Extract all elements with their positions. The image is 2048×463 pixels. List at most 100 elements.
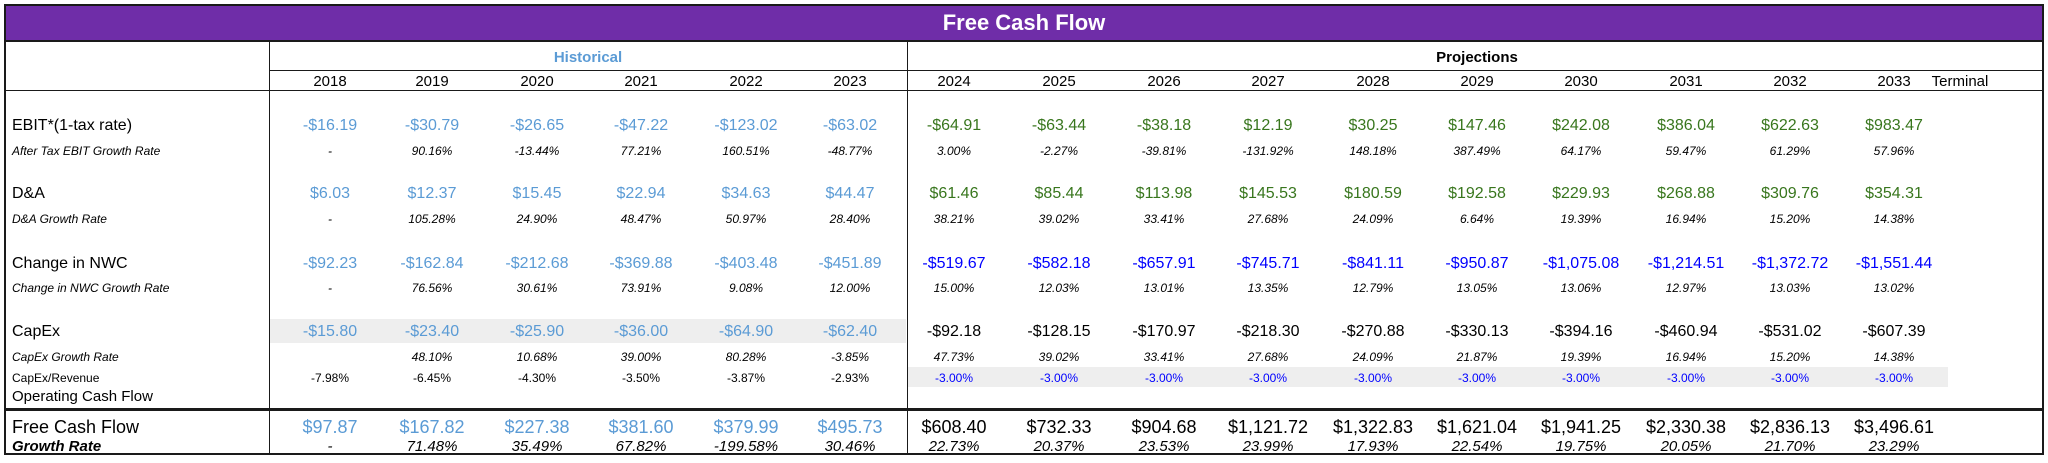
- cell-growth-rate-2033: 23.29%: [1868, 437, 1920, 455]
- cell-capex-2029: -$330.13: [1445, 323, 1509, 340]
- cell-growth-rate-2030: 19.75%: [1555, 437, 1607, 455]
- cell-change-in-nwc-2023: -$451.89: [818, 255, 882, 272]
- cell-capex-revenue-2031: -3.00%: [1666, 371, 1706, 385]
- cell-capex-growth-rate-2022: 80.28%: [725, 350, 767, 364]
- year-header-top-line: [269, 70, 2042, 71]
- cell-capex-2023: -$62.40: [822, 323, 878, 340]
- cell-free-cash-flow-2029: $1,621.04: [1436, 417, 1518, 437]
- cell-d-a-2023: $44.47: [825, 185, 875, 202]
- cell-capex-2033: -$607.39: [1862, 323, 1926, 340]
- cell-ebit-1-tax-rate-2024: -$64.91: [926, 117, 982, 134]
- spreadsheet: Free Cash Flow Historical Projections 2018…: [4, 4, 2044, 455]
- year-header-2020: 2020: [520, 72, 554, 90]
- cell-free-cash-flow-2027: $1,121.72: [1227, 417, 1309, 437]
- cell-capex-revenue-2023: -2.93%: [830, 371, 870, 385]
- cell-capex-growth-rate-2027: 27.68%: [1247, 350, 1289, 364]
- cell-ebit-1-tax-rate-2021: -$47.22: [613, 117, 669, 134]
- cell-d-a-growth-rate-2019: 105.28%: [408, 212, 456, 226]
- cell-d-a-growth-rate-2030: 19.39%: [1560, 212, 1602, 226]
- capex-revenue-projection-shade: [908, 367, 1948, 387]
- cell-change-in-nwc-2033: -$1,551.44: [1855, 255, 1933, 272]
- cell-d-a-2029: $192.58: [1448, 185, 1506, 202]
- cell-ebit-1-tax-rate-2028: $30.25: [1348, 117, 1398, 134]
- cell-capex-growth-rate-2021: 39.00%: [620, 350, 662, 364]
- year-header-2027: 2027: [1251, 72, 1285, 90]
- cell-d-a-2028: $180.59: [1344, 185, 1402, 202]
- year-header-2024: 2024: [937, 72, 971, 90]
- cell-change-in-nwc-2029: -$950.87: [1445, 255, 1509, 272]
- cell-growth-rate-2024: 22.73%: [928, 437, 980, 455]
- cell-capex-2024: -$92.18: [926, 323, 982, 340]
- cell-d-a-growth-rate-2032: 15.20%: [1769, 212, 1811, 226]
- cell-d-a-2018: $6.03: [309, 185, 351, 202]
- cell-free-cash-flow-2022: $379.99: [713, 417, 779, 437]
- cell-change-in-nwc-growth-rate-2029: 13.05%: [1456, 281, 1498, 295]
- cell-d-a-growth-rate-2020: 24.90%: [516, 212, 558, 226]
- cell-change-in-nwc-2026: -$657.91: [1132, 255, 1196, 272]
- cell-change-in-nwc-growth-rate-2028: 12.79%: [1352, 281, 1394, 295]
- cell-ebit-1-tax-rate-2029: $147.46: [1448, 117, 1506, 134]
- cell-change-in-nwc-growth-rate-2018: -: [328, 281, 332, 295]
- cell-capex-growth-rate-2029: 21.87%: [1456, 350, 1498, 364]
- cell-d-a-growth-rate-2031: 16.94%: [1665, 212, 1707, 226]
- cell-capex-revenue-2029: -3.00%: [1457, 371, 1497, 385]
- cell-capex-revenue-2018: -7.98%: [310, 371, 350, 385]
- cell-d-a-2030: $229.93: [1552, 185, 1610, 202]
- sheet-title: Free Cash Flow: [6, 6, 2042, 42]
- cell-d-a-growth-rate-2028: 24.09%: [1352, 212, 1394, 226]
- cell-change-in-nwc-growth-rate-2027: 13.35%: [1247, 281, 1289, 295]
- cell-capex-2025: -$128.15: [1027, 323, 1091, 340]
- historical-header: Historical: [553, 48, 623, 66]
- cell-d-a-growth-rate-2018: -: [328, 212, 332, 226]
- row-label-operating-cash-flow: Operating Cash Flow: [12, 387, 153, 405]
- cell-after-tax-ebit-growth-rate-2018: -: [328, 144, 332, 158]
- cell-ebit-1-tax-rate-2020: -$26.65: [509, 117, 565, 134]
- cell-change-in-nwc-growth-rate-2024: 15.00%: [933, 281, 975, 295]
- cell-growth-rate-2022: -199.58%: [713, 437, 779, 455]
- cell-capex-revenue-2024: -3.00%: [934, 371, 974, 385]
- cell-d-a-2024: $61.46: [929, 185, 979, 202]
- capex-historical-shade: [270, 319, 906, 343]
- cell-d-a-2025: $85.44: [1034, 185, 1084, 202]
- cell-growth-rate-2031: 20.05%: [1660, 437, 1712, 455]
- year-header-2026: 2026: [1147, 72, 1181, 90]
- year-header-2028: 2028: [1356, 72, 1390, 90]
- cell-d-a-growth-rate-2023: 28.40%: [829, 212, 871, 226]
- cell-ebit-1-tax-rate-2033: $983.47: [1865, 117, 1923, 134]
- cell-d-a-growth-rate-2033: 14.38%: [1873, 212, 1915, 226]
- year-header-2021: 2021: [624, 72, 658, 90]
- cell-free-cash-flow-2031: $2,330.38: [1645, 417, 1727, 437]
- cell-capex-growth-rate-2030: 19.39%: [1560, 350, 1602, 364]
- terminal-header: Terminal: [1931, 72, 1989, 90]
- cell-change-in-nwc-2019: -$162.84: [400, 255, 464, 272]
- cell-capex-revenue-2020: -4.30%: [517, 371, 557, 385]
- cell-d-a-2032: $309.76: [1761, 185, 1819, 202]
- cell-capex-2027: -$218.30: [1236, 323, 1300, 340]
- cell-capex-growth-rate-2020: 10.68%: [516, 350, 558, 364]
- cell-change-in-nwc-growth-rate-2033: 13.02%: [1873, 281, 1915, 295]
- cell-after-tax-ebit-growth-rate-2026: -39.81%: [1141, 144, 1187, 158]
- cell-after-tax-ebit-growth-rate-2033: 57.96%: [1873, 144, 1915, 158]
- cell-after-tax-ebit-growth-rate-2029: 387.49%: [1453, 144, 1501, 158]
- cell-after-tax-ebit-growth-rate-2022: 160.51%: [722, 144, 770, 158]
- cell-after-tax-ebit-growth-rate-2024: 3.00%: [936, 144, 972, 158]
- cell-free-cash-flow-2028: $1,322.83: [1332, 417, 1414, 437]
- cell-capex-2030: -$394.16: [1549, 323, 1613, 340]
- cell-growth-rate-2020: 35.49%: [511, 437, 563, 455]
- cell-growth-rate-2021: 67.82%: [615, 437, 667, 455]
- cell-growth-rate-2028: 17.93%: [1347, 437, 1399, 455]
- cell-free-cash-flow-2024: $608.40: [921, 417, 987, 437]
- cell-ebit-1-tax-rate-2023: -$63.02: [822, 117, 878, 134]
- cell-capex-growth-rate-2031: 16.94%: [1665, 350, 1707, 364]
- cell-after-tax-ebit-growth-rate-2023: -48.77%: [827, 144, 873, 158]
- year-header-2029: 2029: [1460, 72, 1494, 90]
- cell-ebit-1-tax-rate-2031: $386.04: [1657, 117, 1715, 134]
- cell-capex-revenue-2019: -6.45%: [412, 371, 452, 385]
- cell-growth-rate-2029: 22.54%: [1451, 437, 1503, 455]
- year-header-2032: 2032: [1773, 72, 1807, 90]
- cell-capex-2021: -$36.00: [613, 323, 669, 340]
- cell-growth-rate-2027: 23.99%: [1242, 437, 1294, 455]
- year-header-2022: 2022: [729, 72, 763, 90]
- cell-d-a-growth-rate-2022: 50.97%: [725, 212, 767, 226]
- row-label-ebit-1-tax-rate: EBIT*(1-tax rate): [12, 117, 133, 134]
